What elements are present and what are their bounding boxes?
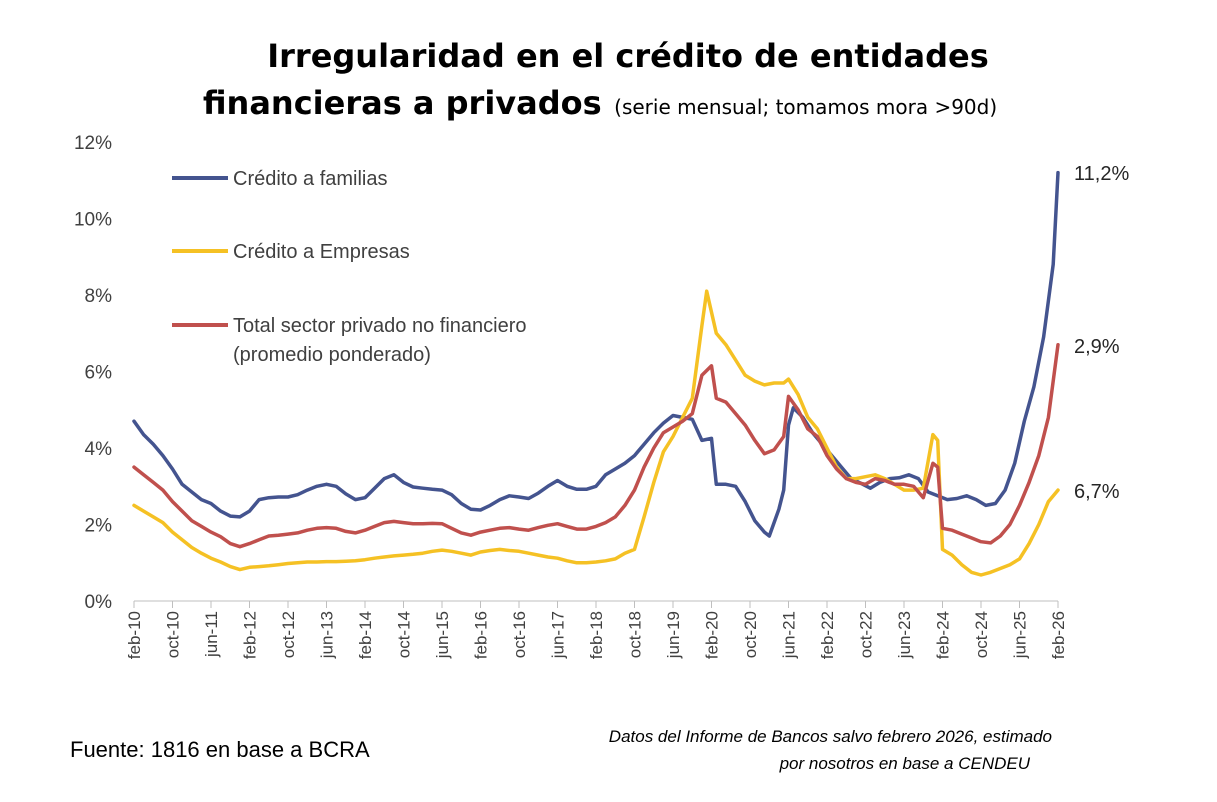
legend: Crédito a familias Crédito a Empresas To… <box>172 168 527 366</box>
x-tick-label: oct-14 <box>395 611 414 658</box>
x-axis: feb-10 oct-10 jun-11 feb-12 oct-12 jun-13 feb-… <box>125 600 1068 659</box>
chart-title-line2-group: financieras a privados (serie mensual; t… <box>203 84 997 122</box>
chart-subtitle: (serie mensual; tomamos mora >90d) <box>614 95 997 119</box>
y-tick-label: 2% <box>85 516 113 537</box>
y-tick-label: 10% <box>74 210 112 231</box>
x-tick-label: feb-16 <box>472 611 491 659</box>
x-tick-label: jun-23 <box>895 611 914 659</box>
y-axis: 0% 2% 4% 6% 8% 10% 12% <box>74 133 112 613</box>
y-tick-label: 4% <box>85 439 113 460</box>
end-labels: 11,2% 2,9% 6,7% <box>1074 163 1129 503</box>
end-label-familias: 11,2% <box>1074 163 1129 185</box>
note-line1: Datos del Informe de Bancos salvo febrer… <box>609 727 1052 746</box>
x-tick-label: jun-15 <box>433 611 452 659</box>
x-tick-label: feb-12 <box>241 611 260 659</box>
x-tick-label: oct-22 <box>857 611 876 658</box>
x-tick-label: oct-24 <box>972 611 991 658</box>
x-tick-label: oct-10 <box>164 611 183 658</box>
y-tick-label: 0% <box>85 592 113 613</box>
end-label-total: 6,7% <box>1074 481 1120 503</box>
x-tick-label: feb-14 <box>356 611 375 659</box>
series-line-empresas <box>132 289 1060 577</box>
legend-label-empresas: Crédito a Empresas <box>233 241 410 263</box>
legend-label-total-line2: (promedio ponderado) <box>233 344 431 366</box>
series-line-familias <box>132 170 1060 538</box>
y-tick-label: 6% <box>85 363 113 384</box>
x-tick-label: feb-22 <box>818 611 837 659</box>
x-tick-label: jun-21 <box>780 611 799 659</box>
x-tick-label: jun-11 <box>202 611 221 658</box>
x-tick-label: feb-18 <box>587 611 606 659</box>
chart-title-line2: financieras a privados <box>203 84 602 122</box>
x-tick-label: jun-25 <box>1011 611 1030 659</box>
chart-title: Irregularidad en el crédito de entidades <box>267 37 989 75</box>
x-tick-label: oct-16 <box>510 611 529 658</box>
source-text: Fuente: 1816 en base a BCRA <box>70 737 370 762</box>
legend-item-total: Total sector privado no financiero (prom… <box>172 315 527 366</box>
x-tick-label: jun-17 <box>549 611 568 659</box>
legend-item-familias: Crédito a familias <box>172 168 388 190</box>
x-tick-label: feb-10 <box>125 611 144 659</box>
x-tick-label: feb-26 <box>1049 611 1068 659</box>
x-tick-label: oct-18 <box>626 611 645 658</box>
y-tick-label: 12% <box>74 133 112 154</box>
x-tick-label: jun-13 <box>318 611 337 659</box>
x-tick-label: oct-20 <box>741 611 760 658</box>
note-line2: por nosotros en base a CENDEU <box>779 754 1031 773</box>
y-tick-label: 8% <box>85 286 113 307</box>
series-layer <box>132 170 1060 577</box>
x-tick-label: feb-20 <box>703 611 722 659</box>
legend-item-empresas: Crédito a Empresas <box>172 241 410 263</box>
x-tick-label: jun-19 <box>664 611 683 659</box>
legend-label-familias: Crédito a familias <box>233 168 388 190</box>
end-label-empresas: 2,9% <box>1074 336 1120 358</box>
legend-label-total-line1: Total sector privado no financiero <box>233 315 527 337</box>
series-line-total <box>132 342 1060 549</box>
x-tick-label: feb-24 <box>934 611 953 659</box>
x-tick-label: oct-12 <box>279 611 298 658</box>
